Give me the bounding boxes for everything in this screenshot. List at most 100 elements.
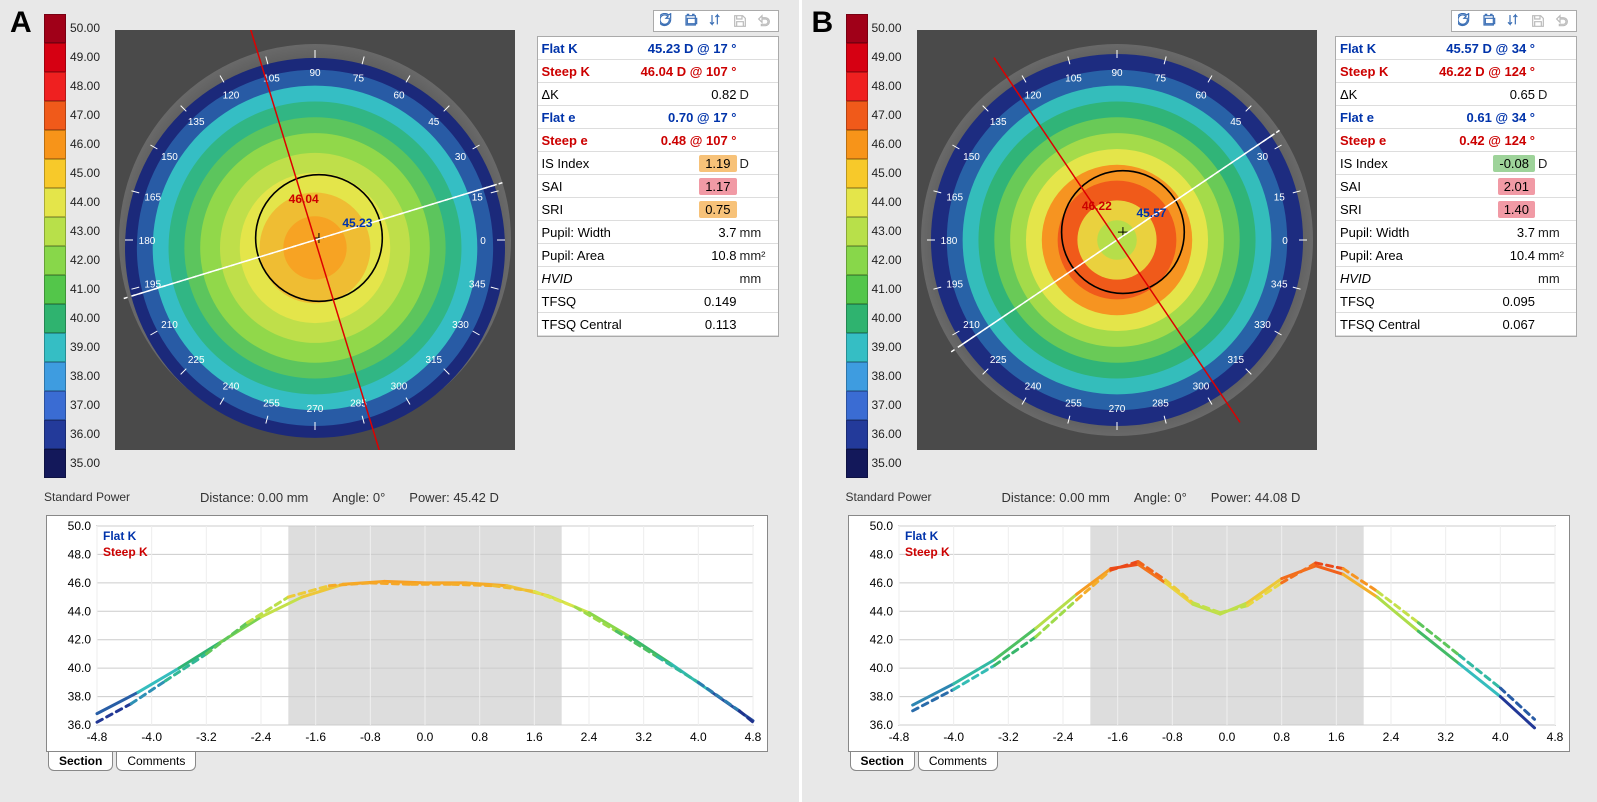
xtick: 2.4 [1382,730,1399,744]
reading-label: TFSQ [1340,294,1422,309]
svg-text:210: 210 [963,320,980,331]
svg-text:180: 180 [940,236,957,247]
reading-value: 3.7 [1422,225,1535,240]
xtick: 4.0 [690,730,707,744]
save-icon[interactable] [1530,13,1546,29]
scale-swatch [44,362,66,391]
color-scale: 50.0049.0048.0047.0046.0045.0044.0043.00… [846,14,902,478]
reading-label: HVID [1340,271,1422,286]
scale-tick: 50.00 [872,14,902,43]
topography-map[interactable]: 0153045607590105120135150165180195210225… [917,30,1317,450]
reading-label: Flat e [542,110,624,125]
xtick: 0.8 [471,730,488,744]
svg-text:90: 90 [1111,68,1123,79]
status-power: Power: 44.08 D [1211,490,1301,505]
reading-label: Steep K [542,64,624,79]
scale-tick: 41.00 [70,275,100,304]
svg-text:0: 0 [480,236,486,247]
ytick: 42.0 [869,633,893,647]
save-icon[interactable] [732,13,748,29]
tab-section[interactable]: Section [850,752,915,771]
svg-text:90: 90 [309,68,321,79]
scale-swatch [846,188,868,217]
scale-tick: 39.00 [872,333,902,362]
svg-text:45.23: 45.23 [342,216,372,230]
scale-swatch [846,449,868,478]
topography-map[interactable]: 0153045607590105120135150165180195210225… [115,30,515,450]
reading-value: 0.067 [1422,317,1535,332]
reading-row: Flat e0.70 @ 17 ° [538,106,778,129]
calendar-icon[interactable] [684,13,700,29]
reading-row: HVIDmm [1336,267,1576,290]
reading-row: TFSQ0.149 [538,290,778,313]
svg-text:285: 285 [1152,398,1169,409]
svg-text:120: 120 [223,91,240,102]
scale-tick: 49.00 [872,43,902,72]
cross-section-chart[interactable]: 36.038.040.042.044.046.048.050.0-4.8-4.0… [46,515,768,752]
svg-text:195: 195 [946,279,963,290]
scale-tick: 44.00 [872,188,902,217]
reading-row: IS Index1.19D [538,152,778,175]
svg-text:45.57: 45.57 [1136,206,1166,220]
reading-unit: mm [737,225,774,240]
sort-icon[interactable] [708,13,724,29]
scale-tick: 48.00 [70,72,100,101]
ytick: 46.0 [68,576,92,590]
refresh-icon[interactable] [660,13,676,29]
cross-section-chart[interactable]: 36.038.040.042.044.046.048.050.0-4.8-4.0… [848,515,1570,752]
xtick: 0.0 [417,730,434,744]
xtick: 3.2 [1437,730,1454,744]
xtick: -4.8 [888,730,909,744]
svg-text:Flat K: Flat K [905,529,939,543]
reading-unit: D [1535,87,1572,102]
svg-text:0: 0 [1282,236,1288,247]
svg-text:300: 300 [391,381,408,392]
reading-row: TFSQ Central0.113 [538,313,778,336]
xtick: 1.6 [526,730,543,744]
undo-icon[interactable] [1554,13,1570,29]
scale-swatch [44,101,66,130]
svg-text:60: 60 [393,91,405,102]
reading-row: Flat K45.23 D @ 17 ° [538,37,778,60]
scale-tick: 42.00 [70,246,100,275]
reading-table: Flat K45.23 D @ 17 °Steep K46.04 D @ 107… [537,36,779,337]
tab-comments[interactable]: Comments [116,752,196,771]
xtick: 4.8 [745,730,762,744]
svg-text:46.22: 46.22 [1081,199,1111,213]
scale-tick: 40.00 [70,304,100,333]
tab-section[interactable]: Section [48,752,113,771]
scale-tick: 50.00 [70,14,100,43]
scale-swatch [846,304,868,333]
svg-text:60: 60 [1195,91,1207,102]
color-scale: 50.0049.0048.0047.0046.0045.0044.0043.00… [44,14,100,478]
reading-value: 1.19 [624,155,737,172]
reading-label: Pupil: Width [1340,225,1422,240]
scale-tick: 45.00 [70,159,100,188]
reading-label: SAI [1340,179,1422,194]
reading-value: 1.40 [1422,201,1535,218]
reading-value: 0.095 [1422,294,1535,309]
refresh-icon[interactable] [1458,13,1474,29]
undo-icon[interactable] [756,13,772,29]
scale-swatch [846,362,868,391]
reading-row: Steep K46.04 D @ 107 ° [538,60,778,83]
reading-row: Pupil: Width3.7mm [1336,221,1576,244]
bottom-tabs: SectionComments [48,752,199,771]
scale-tick: 39.00 [70,333,100,362]
reading-label: Flat e [1340,110,1422,125]
tab-comments[interactable]: Comments [918,752,998,771]
reading-row: Pupil: Width3.7mm [538,221,778,244]
bottom-tabs: SectionComments [850,752,1001,771]
reading-unit: D [737,156,774,171]
svg-text:255: 255 [263,398,280,409]
calendar-icon[interactable] [1482,13,1498,29]
svg-text:165: 165 [946,193,963,204]
svg-text:15: 15 [472,193,484,204]
sort-icon[interactable] [1506,13,1522,29]
reading-value: 45.57 D @ 34 ° [1422,41,1535,56]
scale-swatch [846,420,868,449]
reading-value: 0.61 @ 34 ° [1422,110,1535,125]
xtick: -1.6 [305,730,326,744]
scale-title: Standard Power [846,490,932,504]
reading-row: Steep e0.42 @ 124 ° [1336,129,1576,152]
